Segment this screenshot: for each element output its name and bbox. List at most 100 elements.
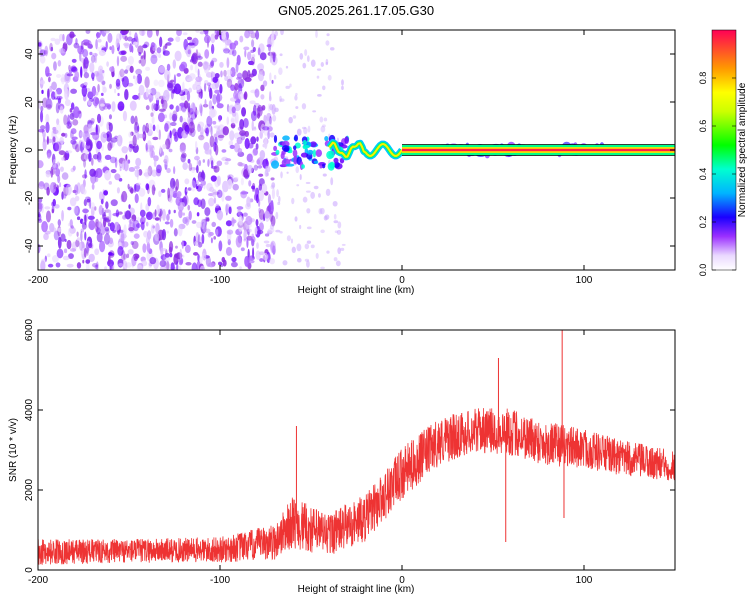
- noise-blob: [335, 260, 341, 267]
- noise-blob: [272, 114, 277, 122]
- noise-blob: [267, 130, 270, 140]
- noise-blob: [242, 212, 248, 217]
- noise-blob: [270, 185, 275, 190]
- noise-blob: [153, 159, 157, 168]
- noise-blob: [246, 51, 252, 61]
- noise-blob: [204, 143, 210, 155]
- noise-blob: [214, 72, 220, 79]
- noise-blob: [225, 158, 232, 162]
- noise-blob: [234, 102, 241, 112]
- noise-blob: [81, 138, 86, 148]
- noise-blob: [104, 266, 108, 270]
- noise-blob: [136, 182, 142, 186]
- noise-blob: [118, 262, 124, 267]
- noise-blob: [89, 62, 95, 73]
- noise-blob: [104, 103, 111, 108]
- noise-blob: [55, 102, 60, 114]
- noise-blob: [138, 84, 145, 96]
- noise-blob: [85, 30, 91, 34]
- noise-blob: [95, 167, 103, 178]
- noise-blob: [95, 124, 100, 135]
- noise-blob: [244, 130, 250, 138]
- noise-blob: [142, 44, 148, 49]
- noise-blob: [312, 110, 317, 113]
- x-tick-label: -100: [210, 275, 230, 286]
- noise-blob: [231, 49, 237, 57]
- noise-blob: [322, 173, 327, 177]
- noise-blob: [261, 183, 268, 194]
- noise-blob: [204, 49, 210, 59]
- noise-blob: [42, 138, 47, 151]
- noise-blob: [72, 119, 79, 126]
- noise-blob: [132, 134, 137, 147]
- noise-blob: [251, 68, 257, 77]
- noise-blob: [206, 115, 213, 127]
- noise-blob: [87, 215, 95, 221]
- noise-blob: [195, 84, 202, 93]
- noise-blob: [59, 182, 62, 188]
- noise-blob: [79, 141, 85, 153]
- noise-blob: [188, 162, 193, 172]
- noise-blob: [218, 115, 222, 123]
- noise-blob: [90, 55, 96, 63]
- noise-blob: [97, 83, 100, 93]
- noise-blob: [119, 229, 127, 242]
- noise-blob: [97, 221, 103, 229]
- transition-blob: [312, 149, 317, 158]
- noise-blob: [92, 77, 95, 81]
- noise-blob: [260, 84, 265, 92]
- noise-blob: [320, 229, 325, 234]
- noise-blob: [306, 208, 311, 214]
- noise-blob: [153, 79, 159, 87]
- noise-blob: [58, 150, 66, 156]
- noise-blob: [40, 260, 46, 270]
- noise-blob: [109, 83, 112, 89]
- noise-blob: [144, 76, 150, 89]
- noise-blob: [197, 61, 203, 67]
- x-tick-label: -200: [28, 275, 48, 286]
- noise-blob: [169, 218, 174, 228]
- noise-blob: [115, 78, 121, 87]
- noise-blob: [288, 116, 293, 124]
- noise-blob: [43, 232, 49, 241]
- noise-blob: [294, 95, 298, 101]
- noise-blob: [186, 90, 191, 102]
- noise-blob: [230, 115, 237, 125]
- carrier-core: [328, 141, 403, 158]
- noise-blob: [68, 253, 74, 259]
- noise-blob: [100, 131, 108, 143]
- noise-blob: [104, 170, 112, 181]
- noise-blob: [154, 232, 160, 242]
- noise-blob: [225, 195, 232, 201]
- noise-blob: [105, 40, 108, 50]
- noise-blob: [172, 190, 178, 198]
- noise-blob: [50, 166, 54, 178]
- noise-blob: [279, 53, 283, 57]
- noise-blob: [216, 189, 223, 199]
- noise-blob: [71, 58, 77, 63]
- noise-blob: [185, 188, 188, 192]
- noise-blob: [216, 160, 223, 167]
- noise-blob: [95, 32, 101, 38]
- noise-blob: [247, 30, 254, 34]
- noise-blob: [333, 213, 337, 220]
- noise-blob: [148, 88, 152, 94]
- noise-blob: [134, 75, 138, 85]
- noise-blob: [239, 130, 247, 136]
- noise-blob: [187, 187, 192, 191]
- noise-blob: [129, 219, 132, 231]
- noise-blob: [108, 114, 113, 120]
- noise-blob: [229, 130, 235, 141]
- noise-blob: [173, 209, 176, 214]
- noise-blob: [256, 242, 259, 249]
- noise-blob: [61, 132, 66, 137]
- noise-blob: [240, 247, 245, 252]
- noise-blob: [257, 47, 261, 56]
- noise-blob: [324, 214, 330, 220]
- noise-blob: [299, 52, 304, 60]
- y-tick-label: 0: [24, 147, 35, 153]
- y-tick-label: 40: [24, 48, 35, 60]
- noise-blob: [64, 99, 71, 107]
- noise-blob: [208, 231, 214, 237]
- noise-blob: [54, 91, 58, 99]
